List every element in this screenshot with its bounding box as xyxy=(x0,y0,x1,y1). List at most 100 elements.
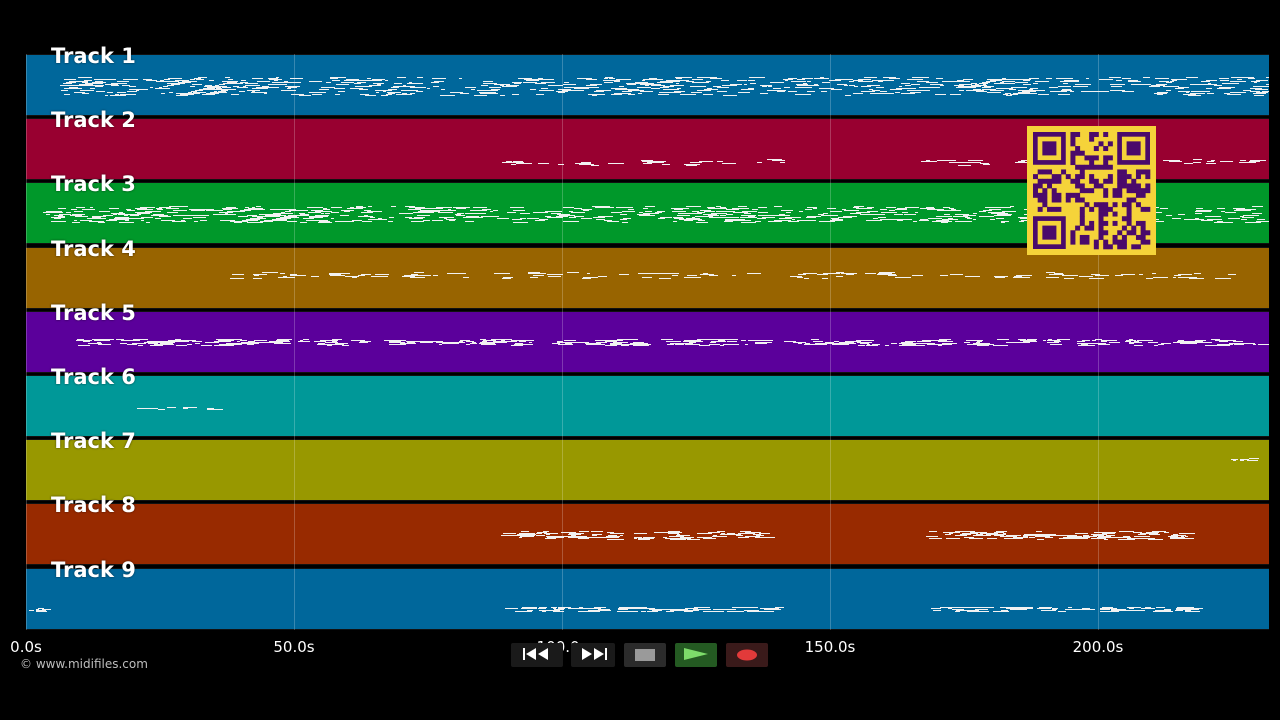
midi-note xyxy=(742,206,746,207)
midi-note xyxy=(610,537,619,538)
track-label: Track 2 xyxy=(51,108,136,132)
midi-note xyxy=(522,607,537,608)
midi-note xyxy=(257,81,261,82)
midi-note xyxy=(872,80,879,81)
midi-note xyxy=(253,83,258,84)
midi-note xyxy=(545,211,562,212)
qr-code-image[interactable] xyxy=(1027,126,1156,255)
midi-note xyxy=(555,536,568,537)
midi-note xyxy=(1220,161,1233,162)
track-lane[interactable] xyxy=(26,568,1269,630)
midi-note xyxy=(92,217,97,218)
midi-note xyxy=(854,206,864,207)
midi-note xyxy=(176,93,192,94)
midi-note xyxy=(1168,536,1178,537)
midi-note xyxy=(216,341,221,342)
track-label: Track 8 xyxy=(51,493,136,517)
midi-note xyxy=(1240,160,1246,161)
midi-note xyxy=(663,89,679,90)
midi-note xyxy=(611,212,622,213)
midi-note xyxy=(95,217,101,218)
track-lane[interactable] xyxy=(26,247,1269,309)
midi-note xyxy=(229,83,243,84)
midi-note xyxy=(205,342,219,343)
midi-note xyxy=(1022,607,1033,608)
midi-note xyxy=(699,345,710,346)
midi-note xyxy=(561,532,576,533)
midi-note xyxy=(394,83,402,84)
midi-note xyxy=(772,90,786,91)
midi-note xyxy=(284,216,289,217)
midi-note xyxy=(546,533,558,534)
midi-note xyxy=(219,84,225,85)
midi-note xyxy=(290,78,297,79)
midi-note xyxy=(1082,340,1090,341)
midi-note xyxy=(686,206,701,207)
midi-note xyxy=(995,535,1004,536)
midi-note xyxy=(1138,534,1146,535)
midi-note xyxy=(541,88,548,89)
midi-note xyxy=(1178,277,1194,278)
midi-note xyxy=(662,164,670,165)
midi-note xyxy=(928,218,940,219)
midi-note xyxy=(698,220,705,221)
midi-note xyxy=(676,535,690,536)
midi-note xyxy=(760,85,772,86)
midi-note xyxy=(388,221,393,222)
midi-note xyxy=(1156,607,1165,608)
midi-note xyxy=(377,90,392,91)
record-button[interactable] xyxy=(726,643,768,667)
midi-note xyxy=(940,85,944,86)
midi-note xyxy=(721,208,727,209)
midi-note xyxy=(528,272,540,273)
midi-note xyxy=(858,79,871,80)
midi-note xyxy=(338,91,345,92)
midi-note xyxy=(446,219,456,220)
midi-note xyxy=(1025,90,1041,91)
midi-note xyxy=(244,209,257,210)
midi-note xyxy=(660,81,669,82)
midi-note xyxy=(1248,78,1255,79)
midi-note xyxy=(1205,216,1221,217)
midi-note xyxy=(269,79,282,80)
midi-note xyxy=(913,221,917,222)
midi-note xyxy=(493,210,498,211)
midi-note xyxy=(370,217,375,218)
midi-note xyxy=(730,84,742,85)
midi-note xyxy=(995,277,1005,278)
midi-note xyxy=(919,341,930,342)
midi-note xyxy=(288,216,295,217)
midi-note xyxy=(548,85,563,86)
midi-note xyxy=(1134,538,1141,539)
midi-note xyxy=(611,94,622,95)
play-button[interactable] xyxy=(675,643,717,667)
midi-note xyxy=(819,221,835,222)
midi-note xyxy=(873,218,878,219)
midi-note xyxy=(135,218,144,219)
rewind-button[interactable] xyxy=(511,643,563,667)
midi-note xyxy=(402,93,407,94)
midi-note xyxy=(361,212,373,213)
midi-note xyxy=(432,78,436,79)
midi-note xyxy=(290,275,306,276)
stop-button[interactable] xyxy=(624,643,666,667)
track-lane[interactable] xyxy=(26,311,1269,373)
track-lane[interactable] xyxy=(26,503,1269,565)
midi-note xyxy=(1081,344,1088,345)
midi-note xyxy=(571,212,585,213)
midi-note xyxy=(982,89,996,90)
midi-note xyxy=(563,207,574,208)
track-lane[interactable] xyxy=(26,439,1269,501)
midi-note xyxy=(1188,611,1200,612)
time-tick-label: 200.0s xyxy=(1072,638,1124,656)
fast-forward-button[interactable] xyxy=(571,643,615,667)
midi-note xyxy=(663,82,669,83)
midi-note xyxy=(1236,209,1247,210)
track-lane[interactable] xyxy=(26,375,1269,437)
midi-note xyxy=(517,162,524,163)
midi-note xyxy=(1093,91,1109,92)
midi-note xyxy=(850,342,854,343)
midi-note xyxy=(172,78,182,79)
midi-note xyxy=(129,86,136,87)
midi-note xyxy=(247,344,254,345)
